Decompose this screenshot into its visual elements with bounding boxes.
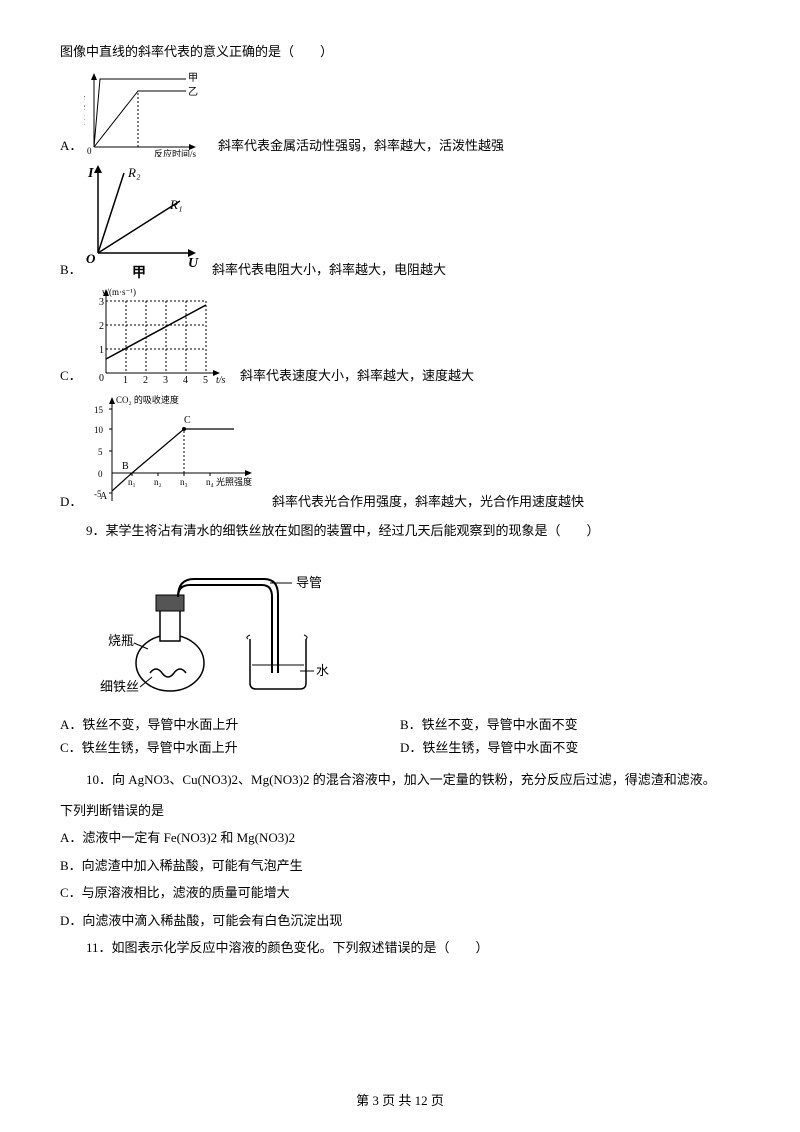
svg-text:3: 3 (99, 297, 104, 308)
svg-text:3: 3 (163, 375, 168, 386)
option-a-row: A． 氢气质量/g 反应时间/s 甲 乙 0 斜率代表金属活动性强弱，斜率越大，… (60, 69, 740, 157)
svg-text:氢气质量/g: 氢气质量/g (84, 88, 85, 133)
q10-choice-d: D．向滤液中滴入稀盐酸，可能会有白色沉淀出现 (60, 909, 740, 932)
svg-text:n₄: n₄ (206, 477, 214, 487)
option-c-letter: C． (60, 364, 84, 387)
graph-d: 15 10 5 0 -5 n₁n₂ n₃n₄ A B C CO₂ 的吸收速度 光… (84, 393, 264, 513)
svg-text:乙: 乙 (188, 86, 198, 98)
svg-text:5: 5 (203, 375, 208, 386)
q9-choice-b: B．铁丝不变，导管中水面不变 (400, 713, 740, 736)
svg-text:n₃: n₃ (180, 477, 188, 487)
page-footer: 第 3 页 共 12 页 (0, 1089, 800, 1112)
svg-text:1: 1 (123, 375, 128, 386)
svg-text:甲: 甲 (132, 265, 146, 281)
svg-text:4: 4 (183, 375, 188, 386)
option-a-text: 斜率代表金属活动性强弱，斜率越大，活泼性越强 (218, 134, 504, 157)
option-b-letter: B． (60, 258, 84, 281)
svg-text:0: 0 (87, 146, 92, 156)
q9-choice-a: A．铁丝不变，导管中水面上升 (60, 713, 400, 736)
footer-total: 12 (415, 1093, 428, 1108)
svg-text:v/(m·s⁻¹): v/(m·s⁻¹) (102, 287, 136, 297)
svg-text:1: 1 (99, 345, 104, 356)
svg-text:R₁: R₁ (169, 197, 182, 212)
q9-stem: 9．某学生将沾有清水的细铁丝放在如图的装置中，经过几天后能观察到的现象是（ ） (60, 519, 740, 542)
label-tube: 导管 (296, 575, 322, 590)
footer-c: 页 (428, 1093, 444, 1108)
svg-text:15: 15 (94, 405, 104, 415)
label-water: 水 (316, 663, 329, 678)
graph-c: 1 2 3 0 1 2 3 4 5 t/s v/(m·s⁻¹) (84, 287, 232, 387)
footer-a: 第 (356, 1093, 372, 1108)
svg-text:反应时间/s: 反应时间/s (154, 148, 197, 157)
option-b-text: 斜率代表电阻大小，斜率越大，电阻越大 (212, 258, 446, 281)
intro-line: 图像中直线的斜率代表的意义正确的是（ ） (60, 40, 740, 63)
q10-stem-1: 10．向 AgNO3、Cu(NO3)2、Mg(NO3)2 的混合溶液中，加入一定… (60, 768, 740, 791)
svg-text:光照强度: 光照强度 (216, 476, 252, 487)
q10-choice-a: A．滤液中一定有 Fe(NO3)2 和 Mg(NO3)2 (60, 826, 740, 849)
q10-stem-2: 下列判断错误的是 (60, 799, 740, 822)
svg-text:t/s: t/s (216, 375, 226, 386)
label-flask: 烧瓶 (108, 633, 134, 648)
svg-text:n₁: n₁ (128, 477, 136, 487)
q10-choice-b: B．向滤渣中加入稀盐酸，可能有气泡产生 (60, 854, 740, 877)
svg-text:甲: 甲 (188, 73, 198, 84)
svg-text:10: 10 (94, 425, 104, 435)
option-d-row: D． 15 10 5 0 -5 n₁n₂ n₃n₄ A B C (60, 393, 740, 513)
svg-text:0: 0 (98, 469, 103, 479)
option-a-letter: A． (60, 134, 84, 157)
svg-text:C: C (184, 415, 191, 426)
svg-text:O: O (86, 251, 96, 266)
q11-stem: 11．如图表示化学反应中溶液的颜色变化。下列叙述错误的是（ ） (60, 936, 740, 959)
footer-b: 页 共 (379, 1093, 415, 1108)
graph-a: 氢气质量/g 反应时间/s 甲 乙 0 (84, 69, 210, 157)
svg-text:I: I (87, 166, 94, 181)
option-c-text: 斜率代表速度大小，斜率越大，速度越大 (240, 364, 474, 387)
svg-text:A: A (100, 491, 108, 502)
svg-text:n₂: n₂ (154, 477, 162, 487)
svg-text:U: U (188, 256, 199, 271)
q9-choice-c: C．铁丝生锈，导管中水面上升 (60, 736, 400, 759)
q10-choice-c: C．与原溶液相比，滤液的质量可能增大 (60, 881, 740, 904)
svg-text:2: 2 (99, 321, 104, 332)
q9-choice-d: D．铁丝生锈，导管中水面不变 (400, 736, 740, 759)
svg-text:0: 0 (99, 373, 104, 384)
svg-text:B: B (122, 461, 129, 472)
option-c-row: C． 1 2 3 0 1 2 3 4 5 t/s v/(m·s⁻¹) (60, 287, 740, 387)
option-b-row: B． R₂ R₁ I U O 甲 斜率代表电阻大小，斜率越大，电阻越大 (60, 163, 740, 281)
label-wire: 细铁丝 (100, 679, 139, 694)
graph-b: R₂ R₁ I U O 甲 (84, 163, 204, 281)
svg-text:5: 5 (98, 447, 103, 457)
svg-text:2: 2 (143, 375, 148, 386)
svg-text:CO₂ 的吸收速度: CO₂ 的吸收速度 (116, 394, 179, 405)
q9-figure: 烧瓶 细铁丝 导管 水 (100, 553, 740, 703)
svg-text:R₂: R₂ (127, 165, 141, 180)
q9-choices: A．铁丝不变，导管中水面上升 B．铁丝不变，导管中水面不变 C．铁丝生锈，导管中… (60, 713, 740, 760)
option-d-letter: D． (60, 490, 84, 513)
option-d-text: 斜率代表光合作用强度，斜率越大，光合作用速度越快 (272, 490, 584, 513)
